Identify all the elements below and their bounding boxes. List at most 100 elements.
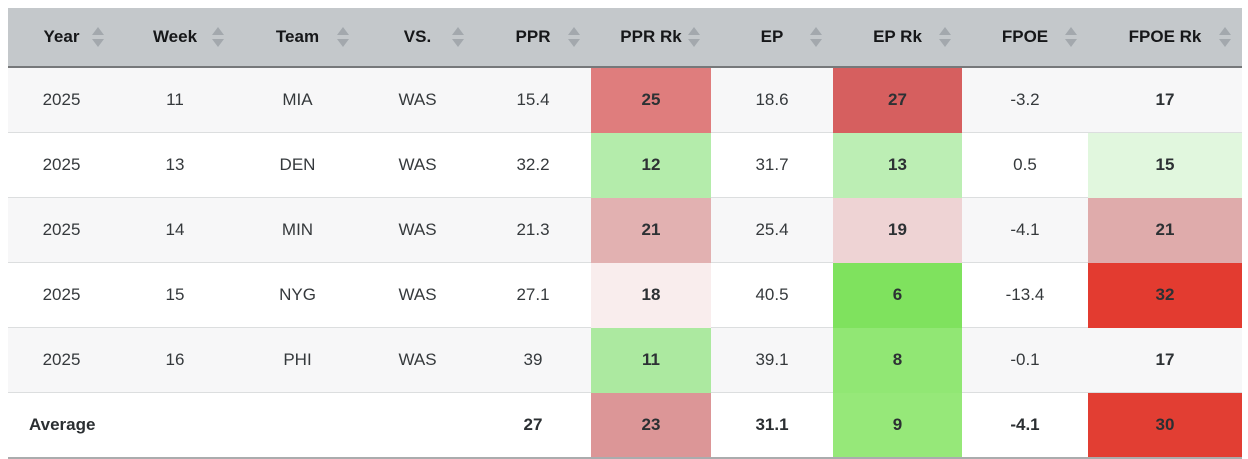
fpoe-cell: -0.1 xyxy=(962,328,1088,393)
ppr-rank-cell: 11 xyxy=(591,328,711,393)
column-label: VS. xyxy=(403,27,432,46)
sort-asc-icon xyxy=(337,27,349,35)
vs-cell xyxy=(360,393,475,459)
ep-cell: 31.7 xyxy=(711,133,833,198)
ppr-cell: 21.3 xyxy=(475,198,591,263)
column-header-ppr-rk[interactable]: PPR Rk xyxy=(591,8,711,68)
team-cell: DEN xyxy=(235,133,360,198)
year-cell: 2025 xyxy=(8,328,115,393)
sort-desc-icon xyxy=(1219,39,1231,47)
ep-cell: 18.6 xyxy=(711,68,833,133)
column-label: FPOE xyxy=(1001,27,1049,46)
fpoe-rank-cell: 30 xyxy=(1088,393,1242,459)
sort-asc-icon xyxy=(688,27,700,35)
sort-desc-icon xyxy=(939,39,951,47)
ep-cell: 39.1 xyxy=(711,328,833,393)
ep-cell: 25.4 xyxy=(711,198,833,263)
sort-arrows-icon xyxy=(568,27,580,47)
fpoe-rank-cell: 32 xyxy=(1088,263,1242,328)
week-cell: 14 xyxy=(115,198,235,263)
sort-desc-icon xyxy=(337,39,349,47)
fpoe-rank-cell: 17 xyxy=(1088,68,1242,133)
fpoe-cell: 0.5 xyxy=(962,133,1088,198)
year-cell: 2025 xyxy=(8,198,115,263)
ep-rank-cell: 9 xyxy=(833,393,962,459)
ep-rank-cell: 8 xyxy=(833,328,962,393)
ppr-cell: 27.1 xyxy=(475,263,591,328)
sort-arrows-icon xyxy=(337,27,349,47)
table-row: 2025 14 MIN WAS 21.3 21 25.4 19 -4.1 21 xyxy=(8,198,1242,263)
sort-arrows-icon xyxy=(1219,27,1231,47)
average-row: Average 27 23 31.1 9 -4.1 30 xyxy=(8,393,1242,459)
ep-cell: 31.1 xyxy=(711,393,833,459)
ppr-cell: 39 xyxy=(475,328,591,393)
ppr-rank-cell: 12 xyxy=(591,133,711,198)
column-header-year[interactable]: Year xyxy=(8,8,115,68)
team-cell: MIN xyxy=(235,198,360,263)
table-header: Year Week Team VS. PPR PPR Rk EP EP Rk F… xyxy=(8,8,1242,68)
sort-arrows-icon xyxy=(452,27,464,47)
week-cell xyxy=(115,393,235,459)
table-row: 2025 13 DEN WAS 32.2 12 31.7 13 0.5 15 xyxy=(8,133,1242,198)
sort-asc-icon xyxy=(212,27,224,35)
column-header-fpoe-rk[interactable]: FPOE Rk xyxy=(1088,8,1242,68)
ppr-cell: 27 xyxy=(475,393,591,459)
ep-rank-cell: 6 xyxy=(833,263,962,328)
vs-cell: WAS xyxy=(360,263,475,328)
column-label: Year xyxy=(43,27,80,46)
sort-desc-icon xyxy=(810,39,822,47)
year-cell: 2025 xyxy=(8,263,115,328)
column-header-week[interactable]: Week xyxy=(115,8,235,68)
column-label: FPOE Rk xyxy=(1128,27,1202,46)
table-body: 2025 11 MIA WAS 15.4 25 18.6 27 -3.2 17 … xyxy=(8,68,1242,459)
week-cell: 13 xyxy=(115,133,235,198)
ppr-rank-cell: 21 xyxy=(591,198,711,263)
sort-desc-icon xyxy=(212,39,224,47)
week-cell: 16 xyxy=(115,328,235,393)
sort-arrows-icon xyxy=(810,27,822,47)
column-label: PPR Rk xyxy=(620,27,682,46)
column-header-ep[interactable]: EP xyxy=(711,8,833,68)
sort-arrows-icon xyxy=(939,27,951,47)
table-row: 2025 15 NYG WAS 27.1 18 40.5 6 -13.4 32 xyxy=(8,263,1242,328)
sort-arrows-icon xyxy=(1065,27,1077,47)
column-header-ep-rk[interactable]: EP Rk xyxy=(833,8,962,68)
ep-rank-cell: 19 xyxy=(833,198,962,263)
sort-desc-icon xyxy=(688,39,700,47)
column-label: Week xyxy=(152,27,198,46)
ppr-cell: 15.4 xyxy=(475,68,591,133)
sort-arrows-icon xyxy=(212,27,224,47)
column-label: Team xyxy=(275,27,320,46)
ppr-rank-cell: 23 xyxy=(591,393,711,459)
ep-rank-cell: 13 xyxy=(833,133,962,198)
sort-desc-icon xyxy=(568,39,580,47)
column-header-fpoe[interactable]: FPOE xyxy=(962,8,1088,68)
vs-cell: WAS xyxy=(360,68,475,133)
sort-desc-icon xyxy=(92,39,104,47)
fpoe-cell: -4.1 xyxy=(962,393,1088,459)
fpoe-rank-cell: 15 xyxy=(1088,133,1242,198)
column-header-team[interactable]: Team xyxy=(235,8,360,68)
column-label: EP xyxy=(760,27,784,46)
vs-cell: WAS xyxy=(360,133,475,198)
column-label: EP Rk xyxy=(873,27,922,46)
column-header-ppr[interactable]: PPR xyxy=(475,8,591,68)
sort-asc-icon xyxy=(1065,27,1077,35)
player-gamelog-table: Year Week Team VS. PPR PPR Rk EP EP Rk F… xyxy=(8,8,1242,459)
ppr-rank-cell: 18 xyxy=(591,263,711,328)
column-label: PPR xyxy=(515,27,551,46)
fpoe-cell: -4.1 xyxy=(962,198,1088,263)
sort-asc-icon xyxy=(810,27,822,35)
sort-asc-icon xyxy=(92,27,104,35)
sort-asc-icon xyxy=(939,27,951,35)
sort-asc-icon xyxy=(1219,27,1231,35)
column-header-vs[interactable]: VS. xyxy=(360,8,475,68)
year-cell: 2025 xyxy=(8,133,115,198)
ppr-rank-cell: 25 xyxy=(591,68,711,133)
team-cell: NYG xyxy=(235,263,360,328)
week-cell: 15 xyxy=(115,263,235,328)
ep-cell: 40.5 xyxy=(711,263,833,328)
team-cell: MIA xyxy=(235,68,360,133)
team-cell: PHI xyxy=(235,328,360,393)
fpoe-cell: -13.4 xyxy=(962,263,1088,328)
